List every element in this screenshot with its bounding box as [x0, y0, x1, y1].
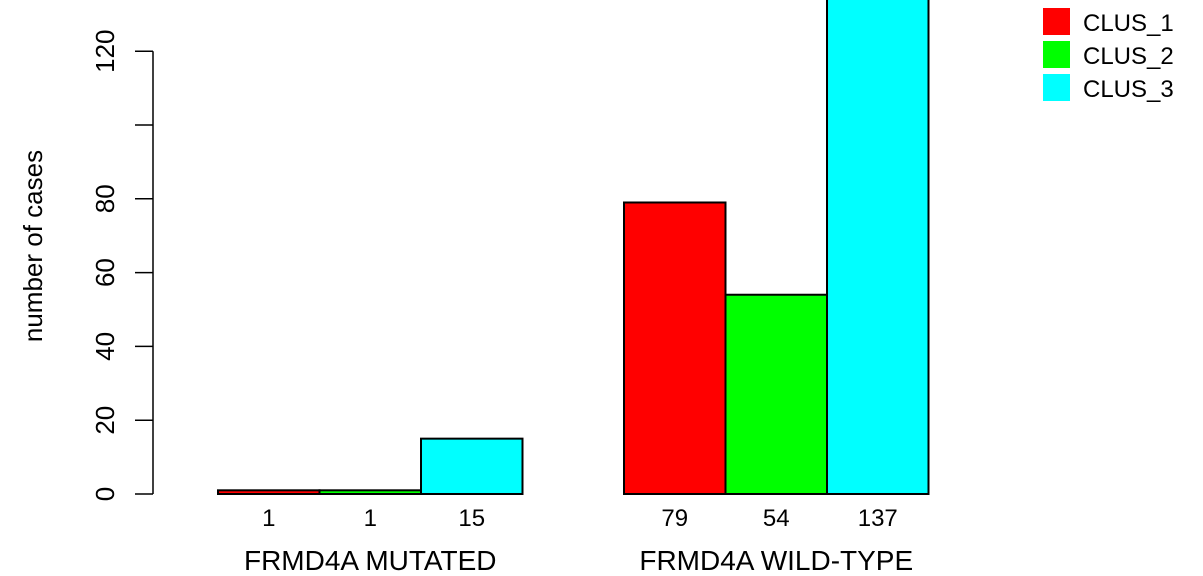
bar-value-label: 1 — [364, 505, 377, 532]
bar-value-label: 1 — [262, 505, 275, 532]
bar-clus-1 — [217, 489, 321, 495]
y-tick-label: 60 — [90, 258, 120, 287]
bar-clus-2 — [724, 293, 828, 495]
y-tick-label: 0 — [90, 487, 120, 501]
legend-label: CLUS_2 — [1083, 43, 1174, 70]
bar-clus-1 — [623, 201, 727, 496]
bar-clus-3 — [420, 437, 524, 495]
legend-swatch — [1043, 41, 1070, 68]
y-tick-label: 80 — [90, 184, 120, 213]
y-tick-label: 20 — [90, 406, 120, 435]
legend-label: CLUS_1 — [1083, 10, 1174, 37]
bar-value-label: 54 — [763, 505, 790, 532]
legend-swatch — [1043, 74, 1070, 101]
y-tick-label: 120 — [90, 30, 120, 73]
bar-value-label: 15 — [458, 505, 485, 532]
bar-value-label: 79 — [661, 505, 688, 532]
legend-label: CLUS_3 — [1083, 76, 1174, 103]
y-axis-label: number of cases — [18, 150, 48, 342]
y-axis: 0 20 40 60 80 120 — [90, 30, 154, 501]
bars — [217, 0, 930, 496]
bar-clus-3 — [826, 0, 930, 495]
bar-value-label: 137 — [858, 505, 898, 532]
legend: CLUS_1 CLUS_2 CLUS_3 — [1043, 8, 1174, 103]
y-tick-label: 40 — [90, 332, 120, 361]
group-labels: FRMD4A MUTATED FRMD4A WILD-TYPE — [244, 545, 913, 576]
group-label: FRMD4A WILD-TYPE — [639, 545, 913, 576]
legend-swatch — [1043, 8, 1070, 35]
bar-clus-2 — [318, 489, 422, 495]
group-label: FRMD4A MUTATED — [244, 545, 497, 576]
value-labels: 1 1 15 79 54 137 — [262, 505, 898, 532]
